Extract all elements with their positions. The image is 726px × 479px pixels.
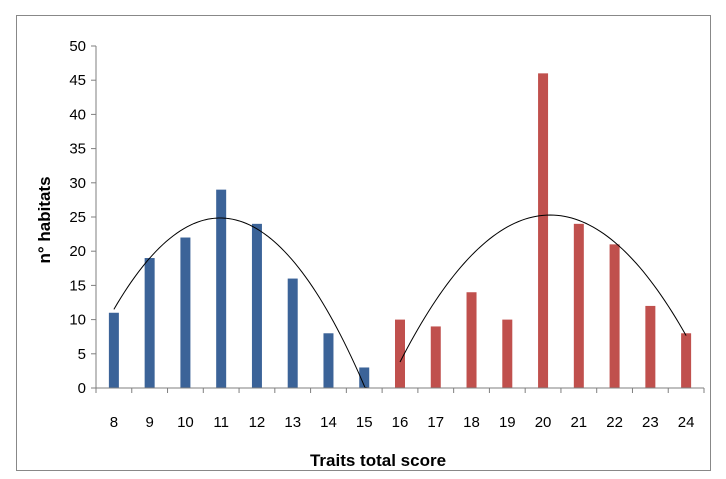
bar: [502, 319, 513, 388]
y-tick-label: 5: [78, 346, 86, 363]
x-tick-label: 15: [356, 414, 373, 431]
x-tick-label: 9: [145, 414, 153, 431]
y-tick-label: 45: [69, 72, 86, 89]
x-tick-label: 21: [570, 414, 587, 431]
y-axis-ticks: 0 5 10 15 20 25 30 35 40 45 50: [69, 38, 96, 397]
bar: [466, 292, 477, 388]
y-tick-label: 25: [69, 209, 86, 226]
bar: [108, 312, 119, 388]
y-axis-title: n° habitats: [35, 176, 54, 263]
x-tick-label: 20: [535, 414, 552, 431]
bar: [430, 326, 441, 388]
bar: [144, 258, 155, 388]
x-tick-label: 18: [463, 414, 480, 431]
bar: [573, 223, 584, 388]
x-tick-label: 8: [110, 414, 118, 431]
y-tick-label: 30: [69, 175, 86, 192]
bar: [609, 244, 620, 388]
bar: [251, 223, 262, 388]
trendline: [399, 214, 687, 363]
bar: [323, 333, 334, 388]
bar: [681, 333, 692, 388]
bar: [538, 73, 549, 389]
y-tick-label: 15: [69, 277, 86, 294]
y-tick-label: 10: [69, 312, 86, 329]
y-tick-label: 20: [69, 243, 86, 260]
x-tick-label: 12: [249, 414, 266, 431]
bars: [108, 73, 692, 389]
x-tick-label: 23: [642, 414, 659, 431]
y-tick-label: 40: [69, 106, 86, 123]
bar: [216, 189, 227, 388]
bar: [645, 305, 656, 388]
x-tick-label: 19: [499, 414, 516, 431]
trendlines: [113, 214, 687, 389]
trendline: [113, 217, 393, 389]
x-tick-label: 11: [213, 414, 229, 431]
y-tick-label: 0: [78, 380, 86, 397]
x-axis-ticks: 8 9 10 11 12 13 14 15 16 17 18 19 20 21 22 23 24: [95, 388, 705, 431]
bar: [359, 367, 370, 388]
x-tick-label: 14: [320, 414, 337, 431]
x-tick-label: 13: [284, 414, 301, 431]
y-tick-label: 50: [69, 38, 86, 55]
bar: [180, 237, 191, 388]
x-axis-title: Traits total score: [310, 451, 446, 470]
bar: [287, 278, 298, 388]
x-tick-label: 16: [392, 414, 409, 431]
chart-border: [16, 15, 711, 471]
x-tick-label: 10: [177, 414, 194, 431]
bar: [395, 319, 405, 388]
x-tick-label: 24: [678, 414, 695, 431]
y-tick-label: 35: [69, 141, 86, 158]
x-tick-label: 22: [606, 414, 623, 431]
x-tick-label: 17: [427, 414, 444, 431]
